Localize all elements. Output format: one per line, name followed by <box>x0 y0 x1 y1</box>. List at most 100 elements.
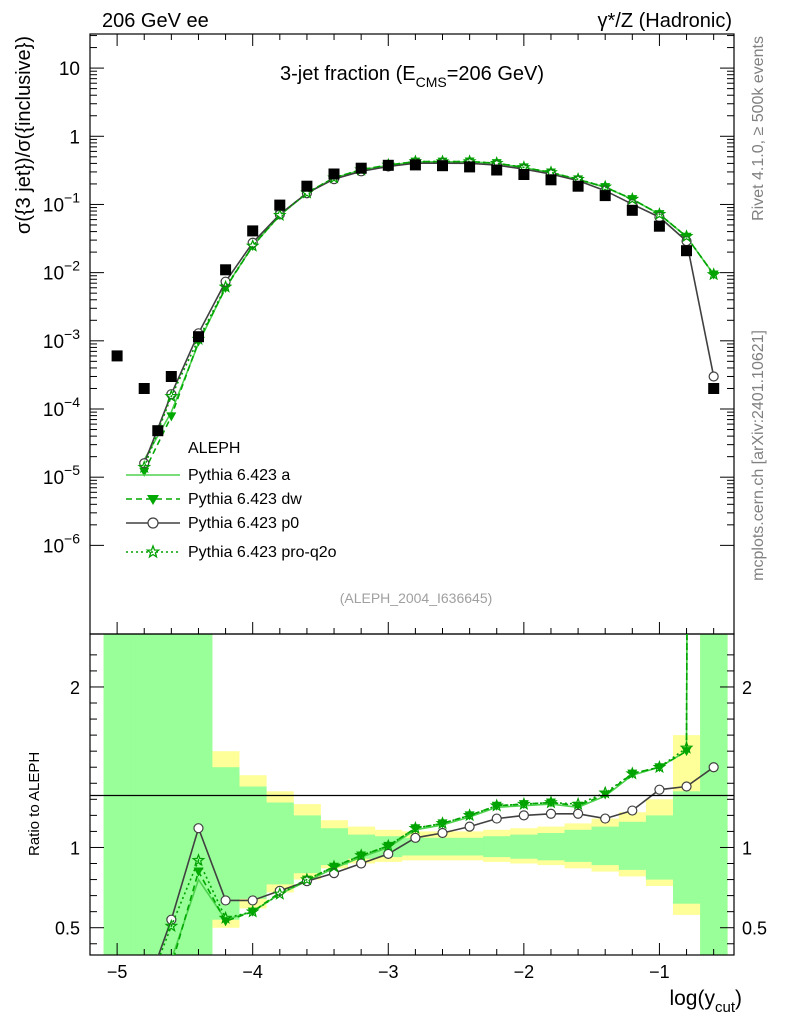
ratio-marker-2-14 <box>518 810 529 821</box>
y-tick-base-5: 10 <box>43 400 64 421</box>
ratio-marker-2-16 <box>572 808 584 819</box>
plot-title-main: 3-jet fraction (E <box>280 63 416 85</box>
top-line-3 <box>143 160 715 468</box>
ratio-marker-3-6 <box>300 872 314 886</box>
y-tick-base-3: 10 <box>43 264 64 285</box>
band-green-21 <box>673 791 701 904</box>
band-green-8 <box>320 828 348 866</box>
top-mc-curves <box>137 154 721 477</box>
mcplots-label: mcplots.cern.ch [arXiv:2401.10621] <box>750 330 767 581</box>
band-green-14 <box>483 836 511 858</box>
top-marker-3-20 <box>679 229 694 243</box>
y-tick-label-top-1: 1 <box>69 127 80 148</box>
band-green-17 <box>564 829 592 862</box>
data-point-9 <box>328 168 340 180</box>
ratio-marker-3-16 <box>571 796 585 811</box>
x-tick-label-4: −1 <box>649 962 670 982</box>
band-green-15 <box>510 834 538 859</box>
x-axis-label-sub: cut <box>715 999 736 1016</box>
ratio-marker-3-14 <box>516 796 531 811</box>
top-data-points <box>111 159 720 437</box>
ratio-marker-2-17 <box>600 813 611 824</box>
top-marker-3-21 <box>706 267 721 281</box>
band-green-13 <box>456 837 484 856</box>
legend: ALEPH Pythia 6.423 a Pythia 6.423 dw Pyt… <box>126 440 337 561</box>
y-tick-exp-4: −3 <box>64 326 80 342</box>
ratio-marker-3-10 <box>408 820 423 835</box>
y-tick-exp-5: −4 <box>64 394 80 410</box>
band-green-7 <box>293 815 321 874</box>
y-tick-label-top-3: 10−2 <box>43 258 80 285</box>
legend-marker-q2o <box>145 544 161 559</box>
data-point-8 <box>301 180 313 192</box>
top-marker-3-3 <box>218 279 233 293</box>
y-tick-label-top-5: 10−4 <box>43 394 80 421</box>
data-point-18 <box>572 180 584 192</box>
data-point-2 <box>152 425 164 437</box>
ratio-marker-3-18 <box>625 766 640 780</box>
data-point-21 <box>653 220 665 232</box>
ratio-marker-3-0 <box>139 991 150 1001</box>
ratio-marker-2-11 <box>437 827 448 839</box>
band-green-12 <box>428 837 457 856</box>
ratio-mc-curves <box>139 634 719 1001</box>
data-point-19 <box>599 190 611 202</box>
y-tick-base-6: 10 <box>43 468 64 489</box>
ratio-marker-2-0 <box>140 991 149 1000</box>
data-point-7 <box>274 199 286 211</box>
plot-title-end: =206 GeV) <box>447 63 544 85</box>
x-axis-label-main: log(y <box>669 987 715 1010</box>
ratio-marker-2-9 <box>383 848 394 859</box>
y-tick-base-4: 10 <box>43 332 64 353</box>
y-tick-base-2: 10 <box>43 195 64 216</box>
x-tick-label-1: −4 <box>242 962 263 982</box>
ratio-marker-2-10 <box>410 832 421 843</box>
ratio-marker-2-3 <box>220 895 231 906</box>
legend-label-data: ALEPH <box>188 440 240 457</box>
top-marker-3-17 <box>598 179 613 193</box>
ratio-marker-1-1 <box>166 962 176 971</box>
ratio-marker-3-11 <box>435 816 450 830</box>
ratio-marker-2-15 <box>545 808 557 819</box>
band-green-20 <box>645 815 674 880</box>
x-tick-label-2: −3 <box>378 962 399 982</box>
y-tick-exp-6: −5 <box>64 462 80 478</box>
data-point-4 <box>193 331 204 343</box>
x-axis-label: log(ycut) <box>669 987 742 1016</box>
y-axis-label-ratio: Ratio to ALEPH <box>26 752 43 856</box>
data-point-17 <box>545 174 557 186</box>
legend-label-p0: Pythia 6.423 p0 <box>188 515 299 532</box>
data-point-22 <box>681 245 692 257</box>
top-marker-3-5 <box>272 207 287 221</box>
top-marker-3-4 <box>245 238 260 252</box>
ratio-marker-2-18 <box>627 805 638 816</box>
top-marker-3-1 <box>164 389 179 403</box>
top-marker-2-21 <box>708 371 719 382</box>
analysis-id: (ALEPH_2004_I636645) <box>340 590 493 606</box>
ratio-marker-3-13 <box>489 798 504 812</box>
ratio-line-3 <box>159 634 688 955</box>
y-tick-label-ratio-right-2: 2 <box>742 678 752 698</box>
ratio-panel-frame <box>89 633 735 956</box>
axis-ticks: −5 −4 −3 −2 −110110−110−210−310−410−510−60.5… <box>43 34 767 982</box>
data-point-3 <box>165 371 177 382</box>
x-tick-label-3: −2 <box>514 962 535 982</box>
ratio-marker-3-1 <box>164 918 179 933</box>
top-panel-frame <box>89 33 735 635</box>
band-green-22 <box>700 634 728 955</box>
band-green-4 <box>212 767 240 920</box>
ratio-marker-3-7 <box>327 859 341 873</box>
legend-label-a: Pythia 6.423 a <box>188 467 290 484</box>
data-point-6 <box>247 225 259 237</box>
plot-title: 3-jet fraction (ECMS=206 GeV) <box>280 63 544 90</box>
band-green-18 <box>591 826 620 866</box>
band-green-19 <box>618 821 647 870</box>
top-marker-3-18 <box>625 191 640 206</box>
ratio-marker-2-4 <box>247 895 258 906</box>
y-tick-label-ratio-right-1: 1 <box>742 838 752 858</box>
ratio-marker-2-19 <box>654 784 665 795</box>
data-point-10 <box>355 162 367 174</box>
band-green-1 <box>130 634 159 955</box>
